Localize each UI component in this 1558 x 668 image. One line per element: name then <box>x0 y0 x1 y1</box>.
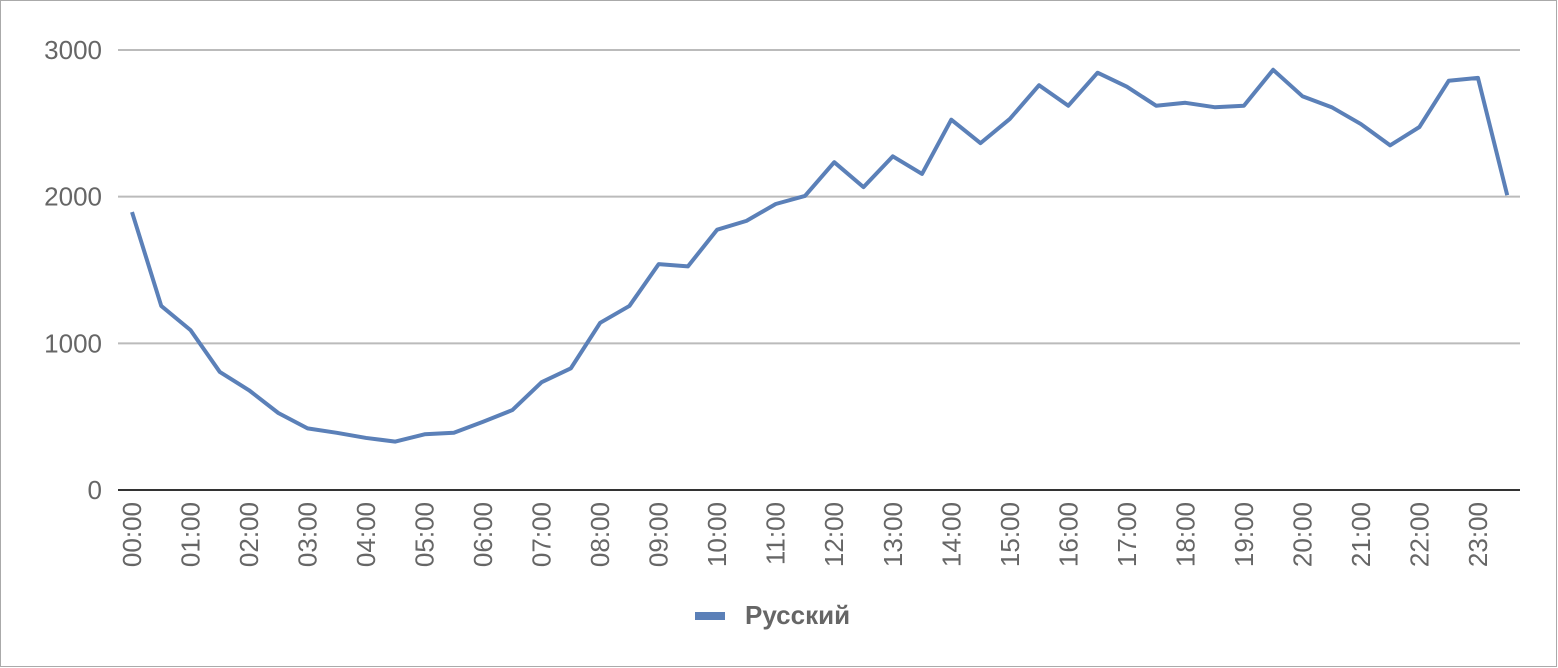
x-tick-label: 09:00 <box>644 502 674 567</box>
legend-label: Русский <box>745 600 850 630</box>
x-tick-label: 16:00 <box>1053 502 1083 567</box>
x-tick-label: 17:00 <box>1112 502 1142 567</box>
x-tick-label: 20:00 <box>1287 502 1317 567</box>
legend-swatch <box>695 612 725 620</box>
x-tick-label: 14:00 <box>936 502 966 567</box>
x-tick-label: 22:00 <box>1404 502 1434 567</box>
x-tick-label: 23:00 <box>1463 502 1493 567</box>
x-tick-label: 19:00 <box>1229 502 1259 567</box>
x-tick-label: 13:00 <box>878 502 908 567</box>
x-tick-label: 00:00 <box>117 502 147 567</box>
x-tick-label: 04:00 <box>351 502 381 567</box>
x-tick-label: 18:00 <box>1170 502 1200 567</box>
x-tick-label: 11:00 <box>761 502 791 565</box>
x-tick-label: 01:00 <box>176 502 206 567</box>
x-tick-label: 15:00 <box>995 502 1025 567</box>
y-tick-label: 3000 <box>44 35 102 65</box>
x-tick-label: 08:00 <box>585 502 615 567</box>
x-tick-label: 05:00 <box>410 502 440 567</box>
line <box>130 67 1510 444</box>
x-tick-label: 02:00 <box>234 502 264 567</box>
y-tick-label: 0 <box>88 475 102 505</box>
x-tick-label: 07:00 <box>527 502 557 567</box>
x-tick-label: 10:00 <box>702 502 732 567</box>
x-tick-label: 21:00 <box>1346 502 1376 567</box>
x-tick-label: 06:00 <box>468 502 498 567</box>
y-tick-label: 2000 <box>44 182 102 212</box>
x-tick-label: 03:00 <box>293 502 323 567</box>
x-tick-label: 12:00 <box>819 502 849 567</box>
y-tick-label: 1000 <box>44 328 102 358</box>
